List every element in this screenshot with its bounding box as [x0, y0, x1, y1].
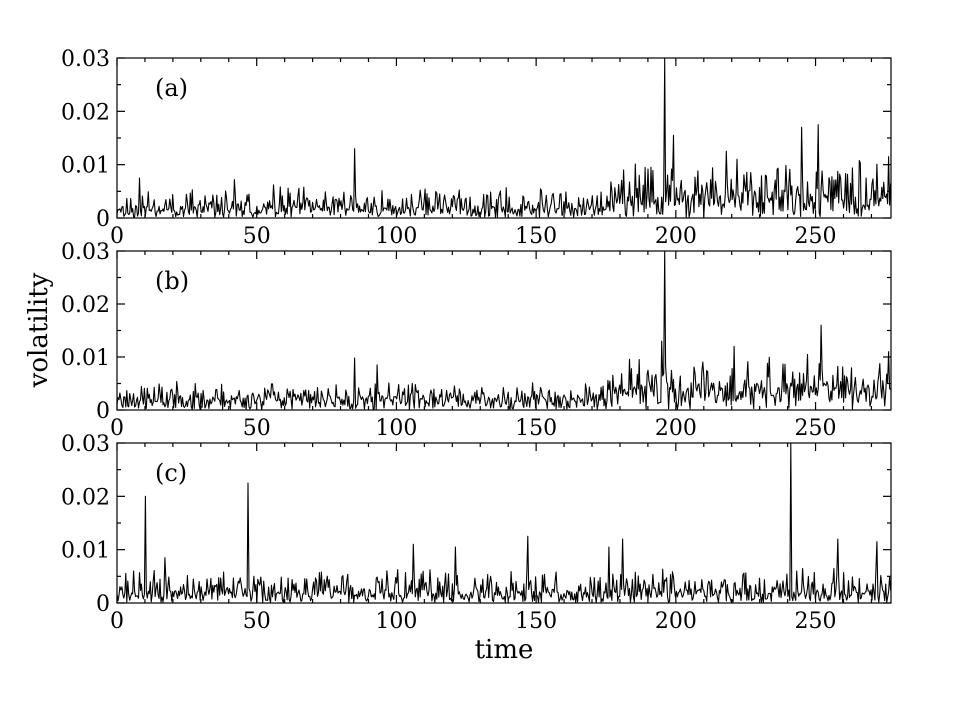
x-tick-label: 100 [375, 416, 417, 441]
x-tick-label: 50 [243, 609, 271, 634]
panel-3: 0 50 100 150 200 250 0 0.01 0.02 0.03 (c) [61, 432, 892, 634]
y-tick-label: 0.02 [61, 100, 110, 125]
panel-label: (b) [155, 267, 189, 295]
x-tick-label: 250 [795, 416, 837, 441]
x-tick-label: 0 [110, 416, 124, 441]
x-tick-label: 200 [655, 224, 697, 249]
x-tick-label: 100 [375, 224, 417, 249]
series-line-2 [116, 250, 892, 411]
panel-2: 0 50 100 150 200 250 0 0.01 0.02 0.03 (b) [61, 240, 892, 441]
x-tick-label: 100 [375, 609, 417, 634]
plot-frame [116, 57, 892, 219]
x-tick-label: 250 [795, 609, 837, 634]
y-tick-label: 0 [96, 399, 110, 424]
x-axis-title: time [475, 635, 534, 665]
x-tick-label: 150 [515, 224, 557, 249]
panel-label: (c) [155, 459, 187, 487]
y-axis-title: volatility [24, 272, 54, 388]
series-line-3 [116, 442, 892, 604]
y-tick-label: 0.03 [61, 240, 110, 265]
x-tick-label: 50 [243, 416, 271, 441]
panel-1: 0 50 100 150 200 250 0 0.01 0.02 0.03 (a) [61, 47, 892, 249]
plot-frame [116, 250, 892, 411]
y-tick-label: 0.03 [61, 432, 110, 457]
x-tick-label: 200 [655, 416, 697, 441]
y-tick-label: 0.01 [61, 539, 110, 564]
y-tick-label: 0 [96, 592, 110, 617]
y-tick-label: 0.01 [61, 346, 110, 371]
x-tick-label: 250 [795, 224, 837, 249]
x-tick-label: 150 [515, 416, 557, 441]
y-tick-label: 0.02 [61, 293, 110, 318]
x-tick-label: 0 [110, 224, 124, 249]
y-tick-label: 0 [96, 207, 110, 232]
x-tick-label: 50 [243, 224, 271, 249]
panel-label: (a) [155, 74, 188, 102]
x-tick-label: 0 [110, 609, 124, 634]
y-tick-label: 0.02 [61, 485, 110, 510]
x-tick-label: 200 [655, 609, 697, 634]
series-line-1 [116, 57, 892, 218]
y-tick-label: 0.03 [61, 47, 110, 72]
panels-group: 0 50 100 150 200 250 0 0.01 0.02 0.03 (a) 0 50 100 150… [61, 47, 892, 634]
y-tick-label: 0.01 [61, 154, 110, 179]
x-tick-label: 150 [515, 609, 557, 634]
